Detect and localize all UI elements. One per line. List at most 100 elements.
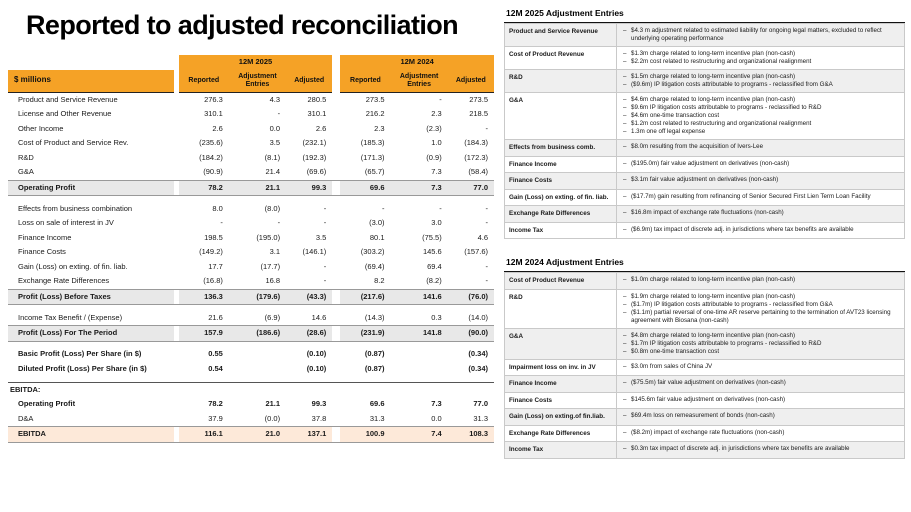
entry-item: $1.7m IP litigation costs attributable t… <box>622 340 899 348</box>
panel-title: 12M 2025 Adjustment Entries <box>504 4 905 24</box>
value-cell: 7.3 <box>431 399 442 408</box>
column-gap <box>173 245 179 260</box>
row-label: Operating Profit <box>18 399 76 408</box>
spacer-row <box>8 341 494 347</box>
value-cell <box>229 347 286 362</box>
value-cell: 216.2 <box>365 109 385 118</box>
col-header-reported: Reported <box>340 69 391 93</box>
column-gap <box>173 381 179 397</box>
column-gap <box>173 411 179 427</box>
value-cell: 37.8 <box>311 413 327 423</box>
col-header-adjusted: Adjusted <box>286 69 333 93</box>
column-gap <box>332 179 341 196</box>
value-cell: 0.3 <box>431 312 442 322</box>
entry-item-list: ($75.5m) fair value adjustment on deriva… <box>617 376 904 392</box>
table-row: Gain (Loss) on exting. of fin. liab. 17.7… <box>8 259 494 274</box>
reconciliation-section: Reported to adjusted reconciliation 12M … <box>8 10 494 443</box>
entry-item-list: $3.0m from sales of China JV <box>617 360 904 376</box>
entry-label: R&D <box>505 289 617 328</box>
value-cell: - <box>439 94 442 104</box>
panel-entry: Impairment loss on inv. in JV $3.0m from … <box>504 358 905 376</box>
table-row: EBITDA: <box>8 381 494 397</box>
value-cell: (192.3) <box>302 152 327 162</box>
table-row: Profit (Loss) For The Period 157.9 (186.6)… <box>8 325 494 342</box>
column-gap <box>173 397 179 412</box>
value-cell: (232.1) <box>302 138 327 147</box>
entry-item: ($9.6m) IP litigation costs attributable… <box>622 81 899 89</box>
table-head: 12M 2025 12M 2024 $ millions Reported Ad… <box>8 55 494 93</box>
column-gap <box>173 304 179 311</box>
entry-item: $1.2m cost related to restructuring and … <box>622 120 899 128</box>
value-cell: (28.6) <box>286 325 333 342</box>
column-gap <box>332 325 341 342</box>
column-gap <box>173 216 179 231</box>
entry-item-list: $1.5m charge related to long-term incent… <box>617 70 904 92</box>
entry-item: $1.0m charge related to long-term incent… <box>622 276 899 284</box>
row-label: Profit (Loss) For The Period <box>8 325 174 342</box>
entry-item-list: ($195.0m) fair value adjustment on deriv… <box>617 157 904 173</box>
value-cell: 3.1 <box>269 247 281 256</box>
column-gap <box>173 230 179 245</box>
adjustment-panels: 12M 2025 Adjustment Entries Product and S… <box>502 0 911 512</box>
value-cell <box>229 362 286 377</box>
panel-entry: Gain (Loss) on exting.of fin.liab. $69.4m… <box>504 408 905 426</box>
entry-label: Cost of Product Revenue <box>505 273 617 289</box>
value-cell: 16.8 <box>265 276 281 285</box>
value-cell: (8.0) <box>264 203 281 213</box>
value-cell: 145.6 <box>422 247 442 256</box>
col-header-adjusted: Adjusted <box>447 69 494 93</box>
entry-label: Finance Income <box>505 156 617 172</box>
value-cell: (69.4) <box>364 261 385 271</box>
column-gap <box>332 288 341 305</box>
row-label: Exchange Rate Differences <box>18 276 110 285</box>
value-cell: (14.0) <box>468 312 488 322</box>
entry-label: Effects from business comb. <box>505 140 617 156</box>
row-label: Loss on sale of interest in JV <box>18 218 114 227</box>
value-cell: 2.3 <box>374 123 385 133</box>
table-row: Finance Income 198.5 (195.0) 3.5 80.1 (75.5) 4… <box>8 230 494 245</box>
panel-entry: Income Tax ($6.9m) tax impact of discrete… <box>504 221 905 239</box>
entry-label: Gain (Loss) on exting. of fin. liab. <box>505 189 617 205</box>
value-cell: - <box>382 203 385 213</box>
table-row: Loss on sale of interest in JV - - - (3.0) 3.… <box>8 216 494 231</box>
entry-item-list: $4.6m charge related to long-term incent… <box>617 93 904 139</box>
entry-item: $1.9m charge related to long-term incent… <box>622 293 899 301</box>
panel-entry: Cost of Product Revenue $1.0m charge rela… <box>504 272 905 290</box>
column-gap <box>173 325 179 342</box>
value-cell: 21.0 <box>228 426 287 443</box>
value-cell: 99.3 <box>286 179 333 196</box>
row-label: Finance Income <box>18 232 72 242</box>
entry-item: $2.2m cost related to restructuring and … <box>622 58 899 66</box>
entry-item-list: $1.3m charge related to long-term incent… <box>617 47 904 69</box>
column-gap <box>173 376 179 382</box>
value-cell: 3.5 <box>269 138 281 147</box>
value-cell: 0.54 <box>208 363 223 373</box>
value-cell: (149.2) <box>199 247 223 256</box>
value-cell: 3.0 <box>431 218 442 227</box>
column-gap <box>332 361 341 376</box>
value-cell: 100.9 <box>340 426 391 443</box>
value-cell: 8.2 <box>374 276 385 285</box>
value-cell: (3.0) <box>369 218 385 227</box>
entry-item-list: $0.3m tax impact of discrete adj. in jur… <box>617 442 904 458</box>
entry-label: R&D <box>505 70 617 92</box>
entry-item: 1.3m one off legal expense <box>622 128 899 136</box>
value-cell: (0.34) <box>468 349 488 358</box>
entry-item: $4.6m charge related to long-term incent… <box>622 96 899 104</box>
column-gap <box>173 347 179 362</box>
column-gap <box>332 150 341 165</box>
value-cell: (90.0) <box>447 325 494 342</box>
value-cell: 17.7 <box>208 261 223 271</box>
value-cell: (17.7) <box>260 261 281 271</box>
value-cell: - <box>220 218 223 227</box>
value-cell <box>228 381 287 397</box>
value-cell <box>286 381 333 397</box>
row-label: R&D <box>18 152 34 162</box>
value-cell: (69.6) <box>306 167 327 176</box>
value-cell: 280.5 <box>307 94 327 104</box>
column-gap <box>332 376 341 382</box>
value-cell <box>178 381 229 397</box>
table-row: Finance Costs (149.2) 3.1 (146.1) (303.2) 145… <box>8 245 494 260</box>
value-cell <box>391 347 448 362</box>
panel-entry: Product and Service Revenue $4.3 m adjust… <box>504 23 905 47</box>
